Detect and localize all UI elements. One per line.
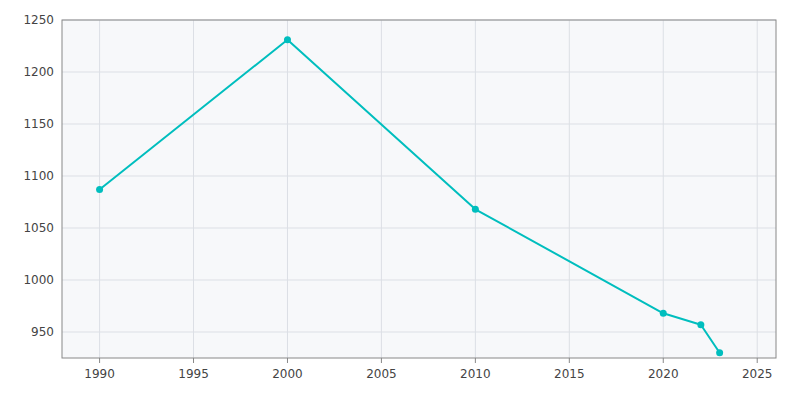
point xyxy=(472,206,479,213)
grid-line xyxy=(193,20,194,358)
chart: 950 1000 1050 1100 1150 1200 1250 1990 1995 2000 2… xyxy=(0,0,800,400)
point xyxy=(660,310,667,317)
plot-background xyxy=(62,20,776,358)
tick-label: 2005 xyxy=(366,367,397,381)
tick-label: 2020 xyxy=(648,367,679,381)
tick-mark xyxy=(757,358,758,363)
grid-line xyxy=(62,72,776,73)
point xyxy=(697,321,704,328)
line xyxy=(100,40,720,353)
grid-line xyxy=(62,176,776,177)
grid-line xyxy=(62,228,776,229)
tick-label: 2025 xyxy=(742,367,773,381)
point xyxy=(716,349,723,356)
tick-mark xyxy=(381,358,382,363)
grid-line xyxy=(381,20,382,358)
tick-label: 1995 xyxy=(178,367,209,381)
grid-line xyxy=(62,280,776,281)
tick-mark xyxy=(99,358,100,363)
tick-label: 950 xyxy=(31,325,54,339)
tick-label: 1000 xyxy=(23,273,54,287)
grid-line xyxy=(757,20,758,358)
chart-container: 950 1000 1050 1100 1150 1200 1250 1990 1995 2000 2… xyxy=(0,0,800,400)
point xyxy=(96,186,103,193)
point xyxy=(284,36,291,43)
tick-label: 1250 xyxy=(23,13,54,27)
tick-mark xyxy=(193,358,194,363)
tick-mark xyxy=(663,358,664,363)
grid-line xyxy=(287,20,288,358)
tick-label: 2010 xyxy=(460,367,491,381)
axes: 950 1000 1050 1100 1150 1200 1250 1990 1995 2000 2… xyxy=(23,13,776,382)
grid-line xyxy=(663,20,664,358)
grid-line xyxy=(62,124,776,125)
tick-mark xyxy=(287,358,288,363)
grid-line xyxy=(569,20,570,358)
tick-label: 1150 xyxy=(23,117,54,131)
tick-label: 1050 xyxy=(23,221,54,235)
grid xyxy=(62,20,776,358)
grid-line xyxy=(62,332,776,333)
grid-line xyxy=(475,20,476,358)
tick-mark xyxy=(569,358,570,363)
tick-label: 2000 xyxy=(272,367,303,381)
tick-mark xyxy=(475,358,476,363)
tick-label: 1200 xyxy=(23,65,54,79)
series xyxy=(96,36,723,356)
plot-frame xyxy=(62,20,776,358)
tick-label: 1990 xyxy=(84,367,115,381)
tick-label: 2015 xyxy=(554,367,585,381)
tick-label: 1100 xyxy=(23,169,54,183)
